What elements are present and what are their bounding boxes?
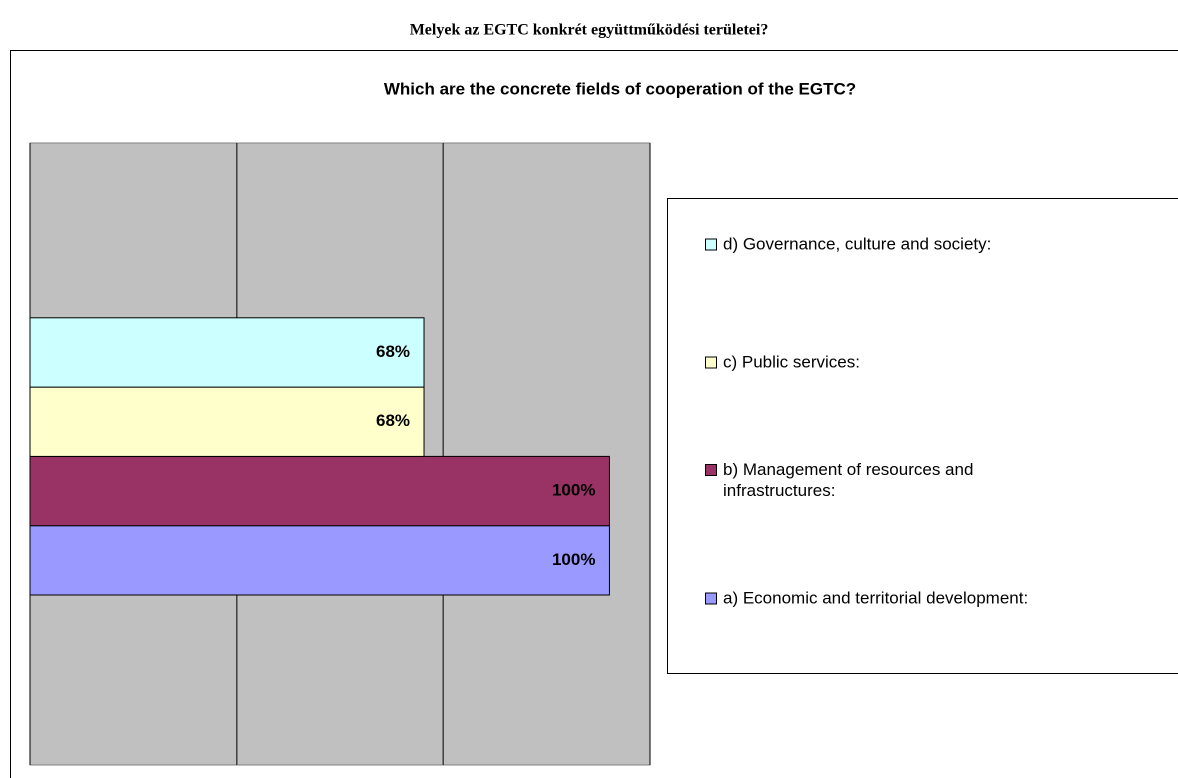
legend-item: a) Economic and territorial development: — [705, 588, 1075, 609]
legend-item: b) Management of resources and infrastru… — [705, 459, 1075, 501]
legend-box — [667, 198, 1178, 674]
data-label: 100% — [552, 481, 595, 500]
page-title: Melyek az EGTC konkrét együttműködési te… — [410, 22, 769, 39]
legend-label: d) Governance, culture and society: — [723, 234, 992, 254]
data-label: 68% — [376, 342, 410, 361]
data-label: 100% — [552, 550, 595, 569]
chart-title: Which are the concrete fields of coopera… — [384, 79, 856, 98]
bar — [29, 455, 610, 527]
legend-swatch — [705, 464, 717, 476]
legend-label: b) Management of resources and infrastru… — [723, 460, 974, 500]
legend-swatch — [705, 238, 717, 251]
bar — [29, 317, 425, 388]
legend-label: a) Economic and territorial development: — [723, 588, 1029, 608]
bar — [29, 525, 610, 596]
legend-label: c) Public services: — [723, 352, 860, 372]
legend-item: c) Public services: — [705, 352, 1075, 373]
legend-item: d) Governance, culture and society: — [705, 234, 1075, 255]
data-label: 68% — [376, 411, 410, 430]
bar — [29, 386, 425, 457]
legend-swatch — [705, 356, 717, 369]
legend-swatch — [705, 592, 717, 605]
